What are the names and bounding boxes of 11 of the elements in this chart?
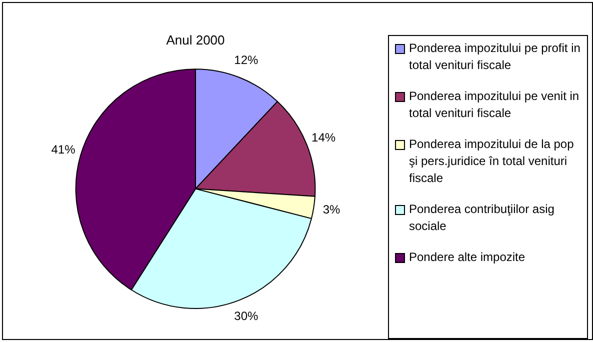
legend-label: Ponderea contribuţiilor asig sociale	[409, 201, 556, 235]
legend-label: Pondere alte impozite	[409, 249, 526, 266]
data-label: 14%	[312, 130, 336, 144]
data-label: 12%	[234, 53, 259, 68]
legend-label: Ponderea impozitului de la pop şi pers.juridice în total venituri fiscale	[409, 136, 575, 187]
data-label: 30%	[234, 309, 259, 324]
chart-title: Anul 2000	[166, 32, 225, 48]
legend-label: Ponderea impozitului pe profit in total venituri fiscale	[409, 40, 582, 74]
legend-label: Ponderea impozitului pe venit in total venituri fiscale	[409, 88, 580, 122]
data-label: 3%	[322, 202, 341, 217]
data-label: 41%	[51, 142, 76, 157]
